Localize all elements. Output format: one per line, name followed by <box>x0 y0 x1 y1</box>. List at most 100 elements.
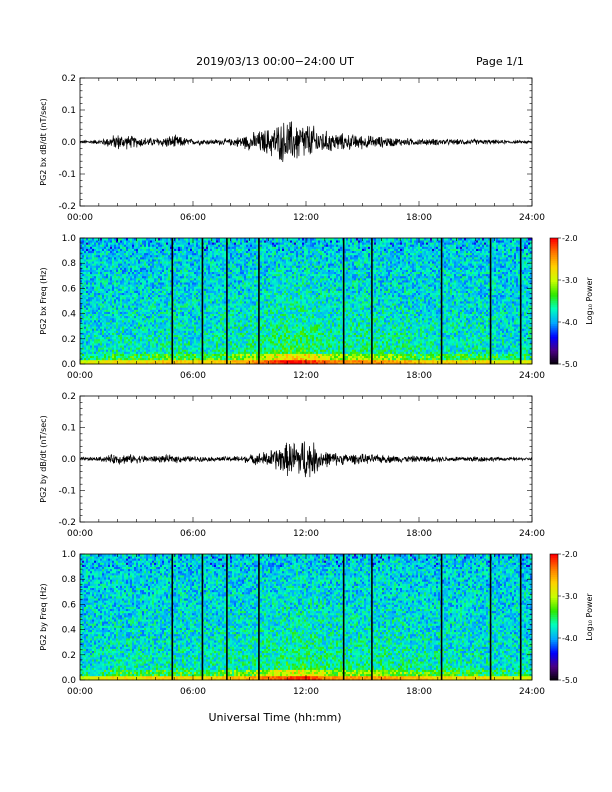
spectrogram-cell <box>88 265 91 268</box>
spectrogram-cell <box>166 246 169 249</box>
spectrogram-cell <box>136 319 139 323</box>
spectrogram-cell <box>118 256 121 260</box>
spectrogram-cell <box>136 254 139 258</box>
spectrogram-cell <box>162 326 165 329</box>
spectrogram-cell <box>162 252 165 256</box>
spectrogram-cell <box>168 311 171 314</box>
spectrogram-cell <box>194 351 197 354</box>
spectrogram-cell <box>178 303 181 306</box>
spectrogram-cell <box>176 351 179 354</box>
spectrogram-cell <box>106 313 109 317</box>
spectrogram-cell <box>152 347 155 350</box>
spectrogram-cell <box>162 254 165 258</box>
spectrogram-cell <box>184 290 187 293</box>
spectrogram-cell <box>106 351 109 354</box>
spectrogram-cell <box>136 326 139 329</box>
spectrogram-cell <box>170 280 173 283</box>
spectrogram-cell <box>142 322 145 325</box>
spectrogram-cell <box>172 294 175 298</box>
spectrogram-cell <box>84 324 87 327</box>
spectrogram-cell <box>188 275 191 279</box>
spectrogram-cell <box>86 359 89 363</box>
spectrogram-cell <box>194 353 197 356</box>
spectrogram-cell <box>134 361 137 365</box>
spectrogram-cell <box>170 282 173 285</box>
spectrogram-cell <box>140 286 143 289</box>
spectrogram-cell <box>176 275 179 279</box>
spectrogram-cell <box>184 269 187 272</box>
spectrogram-cell <box>126 305 129 308</box>
spectrogram-cell <box>152 238 155 241</box>
spectrogram-cell <box>196 322 199 325</box>
spectrogram-cell <box>90 345 93 348</box>
spectrogram-cell <box>120 298 123 302</box>
spectrogram-cell <box>118 328 121 331</box>
spectrogram-cell <box>82 244 85 247</box>
spectrogram-cell <box>88 330 91 333</box>
spectrogram-cell <box>92 290 95 293</box>
spectrogram-cell <box>126 317 129 321</box>
spectrogram-cell <box>172 284 175 287</box>
spectrogram-cell <box>132 263 135 266</box>
spectrogram-cell <box>176 305 179 308</box>
spectrogram-cell <box>194 349 197 352</box>
spectrogram-cell <box>124 275 127 279</box>
spectrogram-cell <box>108 340 111 344</box>
spectrogram-cell <box>112 351 115 354</box>
spectrogram-cell <box>194 290 197 293</box>
spectrogram-cell <box>80 275 83 279</box>
spectrogram-cell <box>112 292 115 296</box>
spectrogram-cell <box>98 324 101 327</box>
spectrogram-cell <box>190 252 193 256</box>
spectrogram-cell <box>118 355 121 359</box>
spectrogram-cell <box>92 282 95 285</box>
spectrogram-cell <box>170 294 173 298</box>
spectrogram-cell <box>164 357 167 361</box>
spectrogram-cell <box>120 338 123 342</box>
spectrogram-cell <box>162 324 165 327</box>
spectrogram-cell <box>86 305 89 308</box>
spectrogram-cell <box>98 280 101 283</box>
spectrogram-cell <box>196 353 199 356</box>
spectrogram-cell <box>160 254 163 258</box>
spectrogram-cell <box>120 353 123 356</box>
spectrogram-cell <box>144 265 147 268</box>
spectrogram-cell <box>138 238 141 241</box>
spectrogram-cell <box>176 265 179 268</box>
spectrogram-cell <box>138 296 141 300</box>
spectrogram-cell <box>136 340 139 344</box>
spectrogram-cell <box>134 267 137 270</box>
spectrogram-cell <box>108 261 111 264</box>
spectrogram-cell <box>188 269 191 272</box>
spectrogram-cell <box>190 242 193 245</box>
spectrogram-cell <box>160 338 163 342</box>
spectrogram-cell <box>130 259 133 262</box>
spectrogram-cell <box>184 282 187 285</box>
spectrogram-cell <box>102 288 105 291</box>
spectrogram-cell <box>146 242 149 245</box>
spectrogram-cell <box>82 271 85 275</box>
spectrogram-cell <box>120 296 123 300</box>
spectrogram-cell <box>82 324 85 327</box>
spectrogram-cell <box>110 298 113 302</box>
spectrogram-cell <box>134 246 137 249</box>
spectrogram-cell <box>114 334 117 338</box>
spectrogram-cell <box>130 343 133 346</box>
spectrogram-cell <box>86 338 89 342</box>
spectrogram-cell <box>152 292 155 296</box>
spectrogram-cell <box>116 351 119 354</box>
spectrogram-cell <box>184 345 187 348</box>
spectrogram-cell <box>108 275 111 279</box>
spectrogram-cell <box>104 307 107 310</box>
spectrogram-cell <box>166 332 169 335</box>
spectrogram-cell <box>180 311 183 314</box>
spectrogram-cell <box>86 343 89 346</box>
spectrogram-cell <box>144 309 147 312</box>
spectrogram-cell <box>188 317 191 321</box>
spectrogram-cell <box>80 273 83 277</box>
spectrogram-cell <box>88 328 91 331</box>
spectrogram-cell <box>152 284 155 287</box>
spectrogram-cell <box>194 338 197 342</box>
spectrogram-cell <box>178 355 181 359</box>
spectrogram-cell <box>100 359 103 363</box>
